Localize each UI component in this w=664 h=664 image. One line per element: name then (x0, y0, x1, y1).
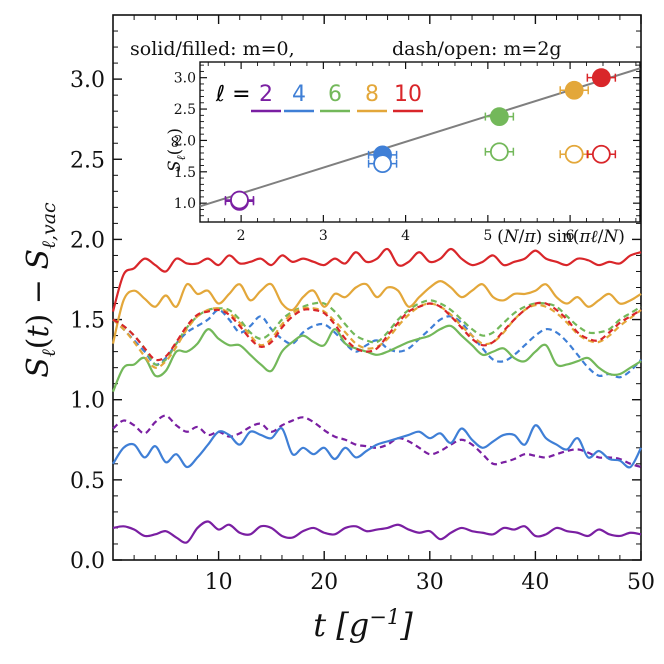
x-axis-title: t [g−1] (313, 605, 413, 644)
series-line-ell-10-solid (111, 247, 642, 312)
inset-point-ell-4-open (373, 154, 392, 174)
inset-point-ell-8-open (564, 144, 584, 164)
y-tick-label: 2.0 (70, 228, 105, 253)
inset-legend-label-ell-4: 4 (292, 82, 306, 107)
y-tick-label: 2.5 (70, 148, 105, 173)
x-tick-label: 30 (416, 570, 444, 595)
series-line-ell-2-dash (112, 414, 642, 469)
inset-x-tick-label: 6 (566, 228, 575, 244)
main-axis-ticks: 10 20 30 40 50 0.0 0.5 1.0 1.5 2.0 2.5 3.0 (70, 15, 655, 595)
inset-point-ell-10-open (591, 144, 611, 164)
inset-legend: ℓ = 2 4 6 8 10 (215, 82, 423, 113)
inset-y-axis-title: Sℓ(∞) (165, 128, 188, 172)
inset-y-tick-label: 3.0 (174, 71, 196, 87)
inset-x-axis-title: (N/π) sin(πℓ/N) (497, 227, 625, 247)
inset-points-group (224, 68, 617, 211)
inset-axis-ticks: 2 3 4 5 6 1.0 1.5 2.0 2.5 3.0 (174, 62, 640, 244)
inset-x-tick-label: 2 (237, 228, 246, 244)
y-tick-label: 0.5 (70, 469, 105, 494)
inset-y-tick-label: 1.0 (174, 196, 196, 212)
x-tick-label: 10 (205, 570, 233, 595)
inset-y-tick-label: 2.0 (174, 133, 196, 149)
inset-x-tick-label: 3 (319, 228, 328, 244)
inset-legend-prefix: ℓ = (215, 82, 251, 107)
y-tick-label: 3.0 (70, 68, 105, 93)
main-series-group (111, 247, 642, 544)
inset-legend-label-ell-6: 6 (328, 82, 342, 107)
series-line-ell-4-dash (112, 308, 642, 379)
series-line-ell-8-solid (111, 279, 642, 344)
inset-point-ell-8-filled (564, 80, 584, 100)
y-tick-label: 1.5 (70, 309, 105, 334)
inset-x-tick-label: 4 (401, 228, 410, 244)
inset-point-ell-10-filled (591, 68, 611, 88)
series-line-ell-6-solid (111, 324, 642, 393)
y-axis-title: Sℓ(t) − Sℓ,vac (21, 202, 60, 378)
series-line-ell-8-dash (112, 302, 642, 369)
x-tick-label: 40 (521, 570, 549, 595)
y-tick-label: 0.0 (70, 549, 105, 574)
series-line-ell-10-dash (112, 301, 642, 362)
legend-note-dash: dash/open: m=2g (392, 38, 562, 60)
legend-note-solid: solid/filled: m=0, (130, 38, 295, 60)
inset-x-tick-label: 5 (483, 228, 492, 244)
inset-legend-label-ell-8: 8 (365, 82, 379, 107)
inset-y-tick-label: 1.5 (174, 165, 196, 181)
inset-y-tick-label: 2.5 (174, 102, 196, 118)
inset-point-ell-6-filled (489, 107, 509, 126)
inset-legend-label-ell-2: 2 (259, 82, 273, 107)
inset-plot-frame (199, 61, 641, 223)
y-tick-label: 1.0 (70, 389, 105, 414)
x-tick-label: 50 (627, 570, 655, 595)
x-tick-label: 20 (310, 570, 338, 595)
inset-point-ell-6-open (489, 142, 509, 162)
inset-point-ell-2-open (230, 190, 249, 210)
inset-legend-label-ell-10: 10 (394, 82, 422, 107)
series-line-ell-2-solid (112, 520, 642, 544)
series-line-ell-4-solid (112, 424, 642, 469)
